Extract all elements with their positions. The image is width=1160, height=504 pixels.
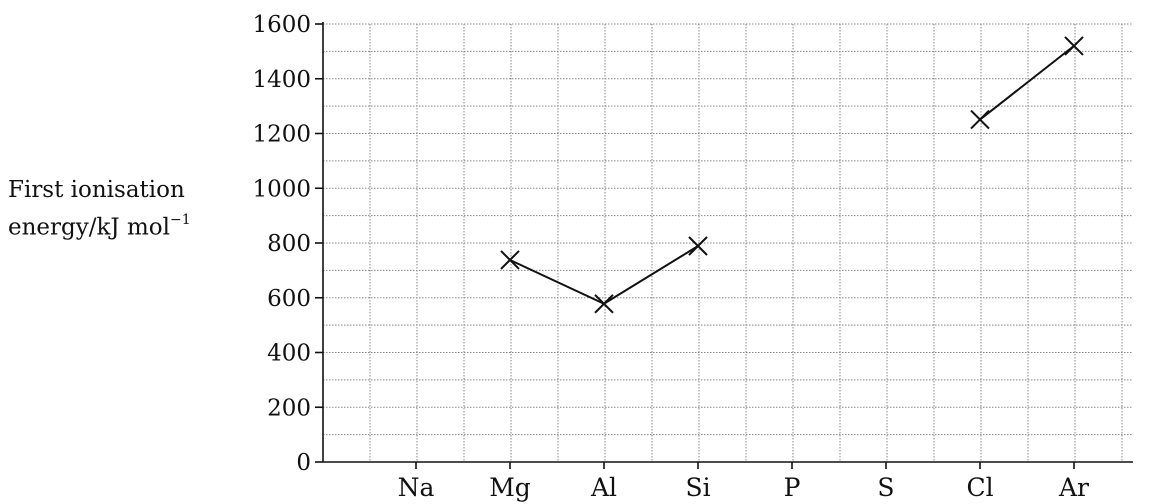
x-axis-ticks: Na Mg Al Si P S Cl Ar — [398, 462, 1089, 502]
data-point-si — [688, 236, 708, 256]
y-tick-label: 1600 — [252, 12, 311, 38]
data-point-cl — [970, 109, 990, 130]
x-tick-label: Cl — [966, 473, 993, 502]
data-point-mg — [500, 250, 520, 270]
x-tick-label: Mg — [489, 473, 531, 502]
x-tick-label: Al — [590, 473, 617, 502]
y-axis-ticks: 0 200 400 600 800 1000 1200 1400 1600 — [252, 12, 323, 476]
y-tick-label: 1200 — [252, 122, 311, 148]
y-tick-label: 1000 — [252, 176, 311, 202]
series-lines — [509, 45, 1075, 305]
y-axis-title: First ionisation energy/kJ mol−1 — [8, 174, 233, 244]
x-tick-label: Ar — [1058, 473, 1089, 502]
y-tick-label: 1400 — [252, 67, 311, 93]
y-tick-label: 800 — [267, 231, 311, 257]
y-tick-label: 600 — [267, 286, 311, 312]
cross-marker-stroke — [970, 109, 990, 130]
cross-marker-stroke — [500, 250, 520, 270]
series-line-segment — [509, 245, 699, 305]
data-point-al — [594, 294, 614, 314]
y-tick-label: 400 — [267, 341, 311, 367]
series-line-segment — [979, 45, 1075, 121]
y-axis-title-units: energy/kJ mol — [8, 214, 170, 241]
y-tick-label: 200 — [267, 395, 311, 421]
grid — [323, 23, 1133, 462]
axes — [322, 22, 1133, 463]
x-tick-label: Na — [398, 473, 435, 502]
data-point-ar — [1064, 36, 1084, 56]
series-markers — [500, 36, 1084, 314]
x-tick-label: Si — [685, 473, 710, 502]
cross-marker-stroke — [594, 294, 614, 314]
y-axis-title-line-2: energy/kJ mol−1 — [8, 206, 233, 244]
x-tick-label: P — [784, 473, 801, 502]
y-tick-label: 0 — [296, 450, 311, 476]
y-axis-title-exponent: −1 — [169, 212, 191, 228]
y-axis-title-line-1: First ionisation — [8, 177, 185, 203]
cross-marker-stroke — [1064, 36, 1084, 56]
cross-marker-stroke — [688, 236, 708, 256]
x-tick-label: S — [877, 473, 894, 502]
